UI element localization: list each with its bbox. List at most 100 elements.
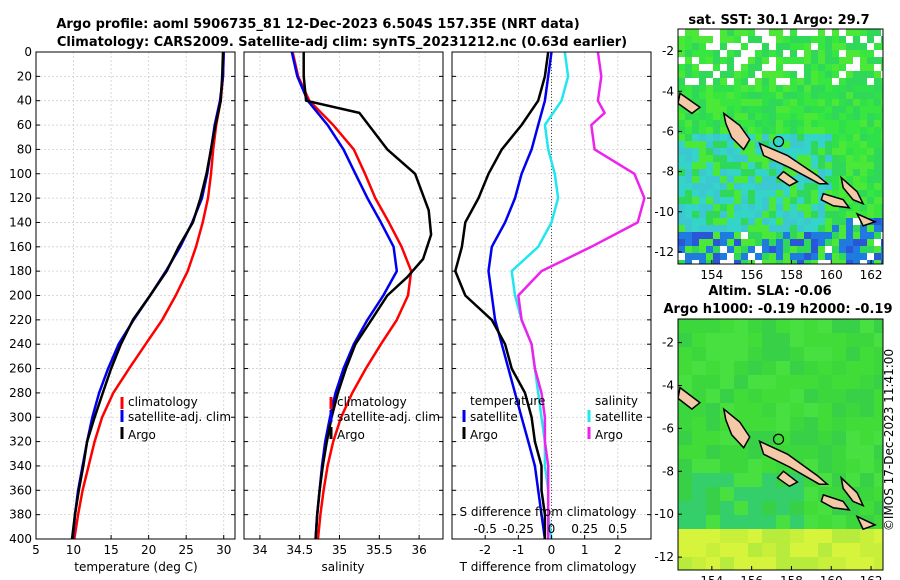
map-pixel [692, 459, 706, 473]
map-pixel [874, 347, 883, 361]
legend-label-argo: Argo [128, 428, 156, 442]
map-pixel [699, 113, 706, 120]
map-pixel [692, 501, 706, 515]
map-pixel [853, 232, 860, 239]
y-tick-label: -2 [662, 44, 674, 58]
map-pixel [804, 211, 811, 218]
map-pixel [776, 543, 790, 557]
map-pixel [860, 445, 874, 459]
x-tick-label: 2 [614, 543, 622, 557]
map-pixel [825, 120, 832, 127]
map-pixel [832, 85, 839, 92]
map-pixel [678, 176, 685, 183]
map-pixel [734, 543, 748, 557]
map-pixel [881, 92, 883, 99]
map-pixel [734, 169, 741, 176]
map-pixel [846, 253, 853, 260]
map-pixel [874, 529, 883, 543]
map-pixel [783, 78, 790, 85]
map-pixel [874, 515, 883, 529]
map-pixel [762, 319, 776, 333]
map-pixel [790, 319, 804, 333]
map-pixel [762, 169, 769, 176]
map-pixel [818, 529, 832, 543]
map-pixel [727, 36, 734, 43]
map-pixel [748, 50, 755, 57]
map-pixel [832, 375, 846, 389]
map-pixel [727, 78, 734, 85]
legend-label-climatology: climatology [337, 395, 407, 409]
map-pixel [706, 197, 713, 204]
map-pixel [776, 127, 783, 134]
map-pixel [741, 106, 748, 113]
map-pixel [720, 204, 727, 211]
map-pixel [818, 127, 825, 134]
map-pixel [706, 389, 720, 403]
map-pixel [685, 134, 692, 141]
map-pixel [762, 36, 769, 43]
map-pixel [706, 253, 713, 260]
map-pixel [713, 113, 720, 120]
map-pixel [811, 253, 818, 260]
map-pixel [769, 225, 776, 232]
map-pixel [741, 148, 748, 155]
map-pixel [818, 99, 825, 106]
map-pixel [797, 113, 804, 120]
map-pixel [818, 333, 832, 347]
map-pixel [755, 78, 762, 85]
map-pixel [846, 155, 853, 162]
map-pixel [881, 78, 883, 85]
map-pixel [734, 211, 741, 218]
map-pixel [832, 99, 839, 106]
map-pixel [797, 29, 804, 36]
map-pixel [783, 50, 790, 57]
map-pixel [741, 120, 748, 127]
map-pixel [825, 64, 832, 71]
map-pixel [699, 246, 706, 253]
map-pixel [734, 361, 748, 375]
map-pixel [804, 43, 811, 50]
x-tick-label: 0 [548, 543, 556, 557]
map-pixel [839, 155, 846, 162]
map-pixel [832, 120, 839, 127]
map-pixel [783, 190, 790, 197]
map-pixel [706, 246, 713, 253]
map-pixel [783, 253, 790, 260]
map-pixel [678, 106, 685, 113]
map-pixel [762, 375, 776, 389]
map-pixel [748, 232, 755, 239]
map-pixel [776, 232, 783, 239]
map-pixel [720, 445, 734, 459]
map-pixel [853, 253, 860, 260]
map-pixel [748, 459, 762, 473]
map-pixel [692, 197, 699, 204]
map-pixel [881, 183, 883, 190]
map-pixel [720, 347, 734, 361]
map-pixel [867, 183, 874, 190]
map-pixel [776, 417, 790, 431]
y-tick-label: 280 [9, 386, 32, 400]
map-pixel [804, 85, 811, 92]
map-pixel [769, 204, 776, 211]
map-pixel [776, 92, 783, 99]
map-pixel [874, 99, 881, 106]
map-pixel [776, 403, 790, 417]
map-pixel [762, 141, 769, 148]
map-pixel [755, 190, 762, 197]
map-pixel [762, 529, 776, 543]
map-pixel [776, 529, 790, 543]
map-pixel [860, 319, 874, 333]
map-pixel [846, 431, 860, 445]
map-pixel [776, 225, 783, 232]
map-pixel [734, 253, 741, 260]
map-pixel [755, 253, 762, 260]
map-pixel [748, 211, 755, 218]
map-pixel [734, 473, 748, 487]
x-tick-label: 160 [820, 268, 843, 282]
map-pixel [727, 50, 734, 57]
map-pixel [797, 134, 804, 141]
island [820, 192, 851, 209]
sla-map-ticks: 154 156 158 160 162 -2 -4 -6 -8 -10 -12 [654, 336, 882, 580]
map-pixel [818, 190, 825, 197]
map-pixel [762, 361, 776, 375]
